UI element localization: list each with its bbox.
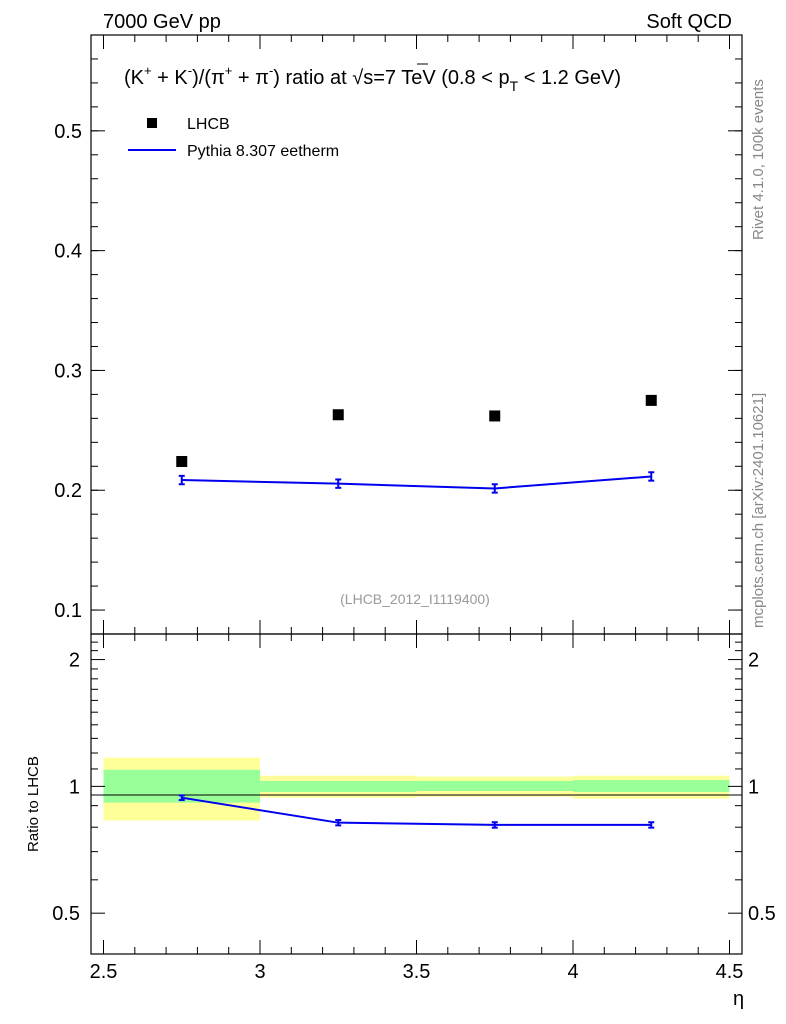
ratio-y-tick-label-right: 1 bbox=[748, 776, 759, 798]
ratio-band-inner bbox=[416, 780, 573, 792]
header-left: 7000 GeV pp bbox=[103, 11, 221, 33]
y-tick-label: 0.2 bbox=[54, 480, 82, 502]
ratio-y-tick-label-right: 0.5 bbox=[748, 903, 776, 925]
legend-label-pythia: Pythia 8.307 eetherm bbox=[187, 143, 339, 160]
y-tick-label: 0.1 bbox=[54, 600, 82, 622]
legend-label-lhcb: LHCB bbox=[187, 116, 230, 133]
rivet-label: Rivet 4.1.0, 100k events bbox=[750, 79, 767, 240]
x-tick-label: 3 bbox=[254, 961, 265, 983]
chart-title: (K+ + K-)/(π+ + π-) ratio at √s=7 TeV (0… bbox=[124, 63, 621, 94]
legend: LHCB Pythia 8.307 eetherm bbox=[128, 116, 339, 160]
y-tick-label: 0.5 bbox=[54, 121, 82, 143]
main-axes: 0.1 0.2 0.3 0.4 0.5 bbox=[54, 35, 742, 635]
x-tick-label: 2.5 bbox=[90, 961, 118, 983]
pythia-line bbox=[181, 475, 652, 490]
lhcb-data-point bbox=[176, 455, 188, 467]
y-tick-label: 0.3 bbox=[54, 360, 82, 382]
x-tick-label: 4.5 bbox=[716, 961, 744, 983]
ratio-y-tick-label-left: 1 bbox=[69, 776, 80, 798]
x-tick-label: 3.5 bbox=[403, 961, 431, 983]
ratio-y-tick-label-left: 0.5 bbox=[52, 903, 80, 925]
ratio-pythia-line bbox=[181, 796, 652, 826]
ratio-frame bbox=[90, 633, 743, 955]
ratio-bands bbox=[103, 757, 730, 821]
lhcb-data-point bbox=[489, 410, 501, 422]
ratio-band-inner bbox=[573, 780, 730, 792]
ratio-y-tick-label-left: 2 bbox=[69, 650, 80, 672]
ratio-y-tick-label-right: 2 bbox=[748, 650, 759, 672]
ratio-panel: 0.5 0.5 1 1 2 2 2.5 3 3.5 4 4.5 Ratio to LHCB η bbox=[25, 633, 776, 1010]
ratio-ylabel: Ratio to LHCB bbox=[25, 756, 42, 852]
lhcb-data-point bbox=[645, 394, 657, 406]
lhcb-data-point bbox=[332, 409, 344, 421]
y-tick-label: 0.4 bbox=[54, 241, 82, 263]
mcplots-label: mcplots.cern.ch [arXiv:2401.10621] bbox=[750, 393, 767, 628]
header-right: Soft QCD bbox=[646, 11, 732, 33]
main-panel: 0.1 0.2 0.3 0.4 0.5 (K+ + K-)/(π+ + π-) rati… bbox=[54, 34, 743, 635]
analysis-watermark: (LHCB_2012_I1119400) bbox=[340, 591, 490, 607]
ratio-marks bbox=[178, 794, 655, 829]
legend-marker-lhcb bbox=[147, 118, 157, 128]
ratio-axes: 0.5 0.5 1 1 2 2 2.5 3 3.5 4 4.5 bbox=[52, 633, 776, 983]
x-axis-label: η bbox=[733, 988, 744, 1010]
main-marks bbox=[176, 394, 657, 494]
x-tick-label: 4 bbox=[567, 961, 578, 983]
ratio-band-inner bbox=[260, 780, 417, 792]
